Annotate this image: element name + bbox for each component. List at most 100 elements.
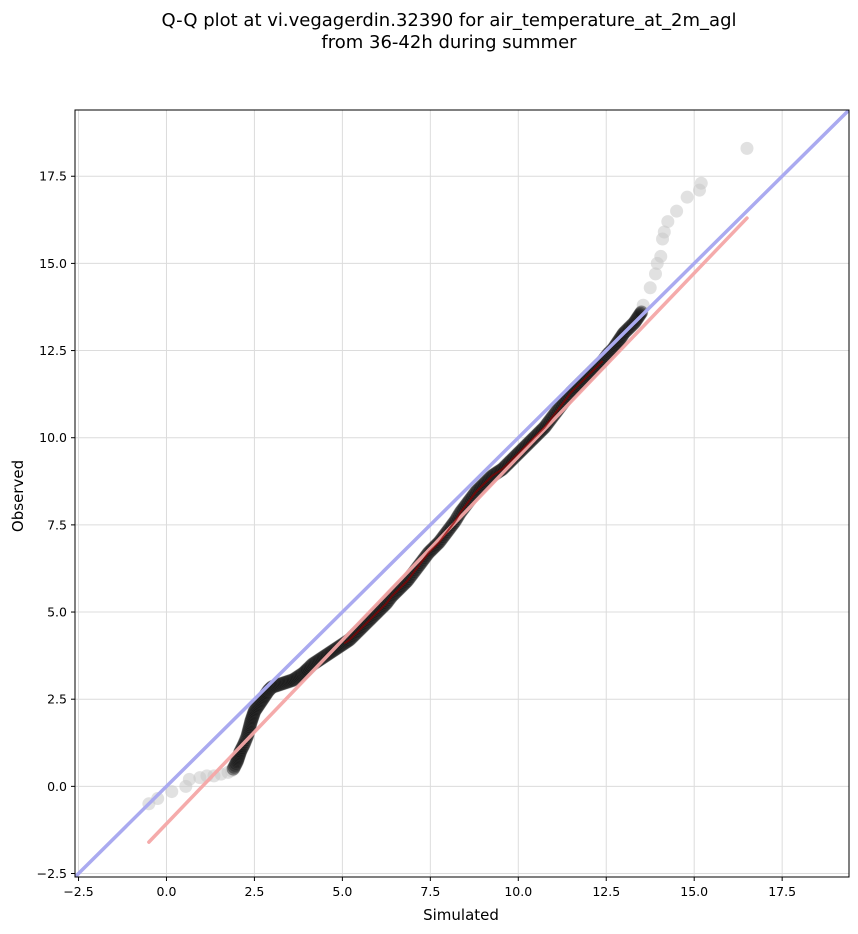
data-point <box>242 720 257 734</box>
data-point <box>632 307 647 322</box>
overlay-segment <box>480 480 488 488</box>
data-point <box>244 714 258 729</box>
overlay-segment <box>359 623 366 631</box>
overlay-segment <box>390 590 398 598</box>
y-tick-label: 7.5 <box>47 517 67 532</box>
y-axis-label: Observed <box>9 460 27 532</box>
overlay-segment <box>549 412 557 421</box>
overlay-segment <box>459 505 467 514</box>
data-point <box>246 708 261 723</box>
overlay-segment <box>406 573 414 582</box>
data-point <box>248 703 263 717</box>
data-point <box>230 752 245 767</box>
x-tick-label: 12.5 <box>592 884 620 899</box>
overlay-segment <box>554 405 562 414</box>
data-point <box>610 335 625 350</box>
data-point <box>227 760 242 775</box>
tail-point <box>643 281 657 295</box>
data-point <box>251 697 266 712</box>
overlay-segment <box>596 360 604 367</box>
overlay-segment <box>543 419 551 428</box>
tail-point <box>151 792 165 806</box>
overlay-segment <box>411 566 419 575</box>
x-tick-label: 10.0 <box>504 884 532 899</box>
tail-point <box>225 764 239 778</box>
overlay-segment <box>353 628 361 636</box>
overlay-segment <box>454 512 462 522</box>
overlay-segment <box>485 475 493 483</box>
data-point <box>245 711 260 725</box>
data-point <box>251 699 265 714</box>
tail-point <box>680 190 694 204</box>
tail-point <box>661 215 675 229</box>
data-point <box>244 713 259 728</box>
overlay-segment <box>559 398 567 407</box>
data-point <box>282 674 297 689</box>
overlay-segment <box>580 375 588 383</box>
x-tick-label: 7.5 <box>420 884 440 899</box>
data-point <box>316 650 330 665</box>
data-point <box>279 675 294 690</box>
overlay-segment <box>517 447 525 455</box>
data-point <box>278 675 293 690</box>
tail-point <box>657 225 671 239</box>
y-tick-label: 12.5 <box>39 343 67 358</box>
overlay-segment <box>443 527 451 536</box>
data-point <box>291 669 306 684</box>
y-tick-label: 5.0 <box>47 605 67 620</box>
data-point <box>290 670 304 685</box>
overlay-segment <box>438 534 446 543</box>
data-point <box>240 728 255 743</box>
y-tick-label: 0.0 <box>47 779 67 794</box>
overlay-segment <box>448 520 456 529</box>
overlay-segment <box>469 491 477 500</box>
overlay-segment <box>464 498 472 507</box>
data-area <box>75 110 849 877</box>
data-point <box>333 639 348 653</box>
y-tick-label: 17.5 <box>39 169 67 184</box>
tail-points <box>142 141 754 811</box>
data-point <box>276 676 291 690</box>
reference-line-1-to-1 <box>75 110 849 877</box>
x-tick-label: 0.0 <box>157 884 177 899</box>
x-tick-label: 17.5 <box>768 884 796 899</box>
data-point <box>229 756 243 771</box>
tail-point <box>654 249 668 263</box>
overlay-segment <box>538 426 546 434</box>
data-point <box>634 305 649 320</box>
overlay-segment <box>401 579 409 587</box>
data-point <box>284 673 299 688</box>
overlay-segment <box>380 602 388 610</box>
overlay-segment <box>564 391 572 400</box>
y-tick-label: 15.0 <box>39 256 67 271</box>
overlay-segment <box>343 639 350 645</box>
data-point <box>244 712 259 727</box>
x-tick-label: 2.5 <box>244 884 264 899</box>
overlay-segment <box>507 457 514 465</box>
data-point <box>250 700 264 715</box>
tail-point <box>182 772 196 786</box>
overlay-segment <box>396 585 403 592</box>
tail-point <box>740 141 754 155</box>
data-point <box>243 718 257 733</box>
data-point <box>273 677 287 692</box>
data-point <box>247 705 261 720</box>
x-tick-label: 5.0 <box>332 884 352 899</box>
data-point <box>633 306 648 321</box>
overlay-segment <box>496 468 504 474</box>
data-point <box>274 677 289 691</box>
data-point <box>275 676 290 691</box>
data-point <box>229 755 244 769</box>
overlay-segment <box>522 442 530 449</box>
x-tick-label: 15.0 <box>680 884 708 899</box>
overlay-segment <box>533 431 541 439</box>
overlay-segment <box>501 463 509 470</box>
overlay-segments <box>343 360 604 645</box>
overlay-segment <box>570 386 578 394</box>
overlay-segment <box>422 552 430 561</box>
overlay-segment <box>528 437 535 444</box>
overlay-segment <box>491 471 498 477</box>
overlay-segment <box>369 613 377 620</box>
y-tick-label: −2.5 <box>37 866 67 881</box>
